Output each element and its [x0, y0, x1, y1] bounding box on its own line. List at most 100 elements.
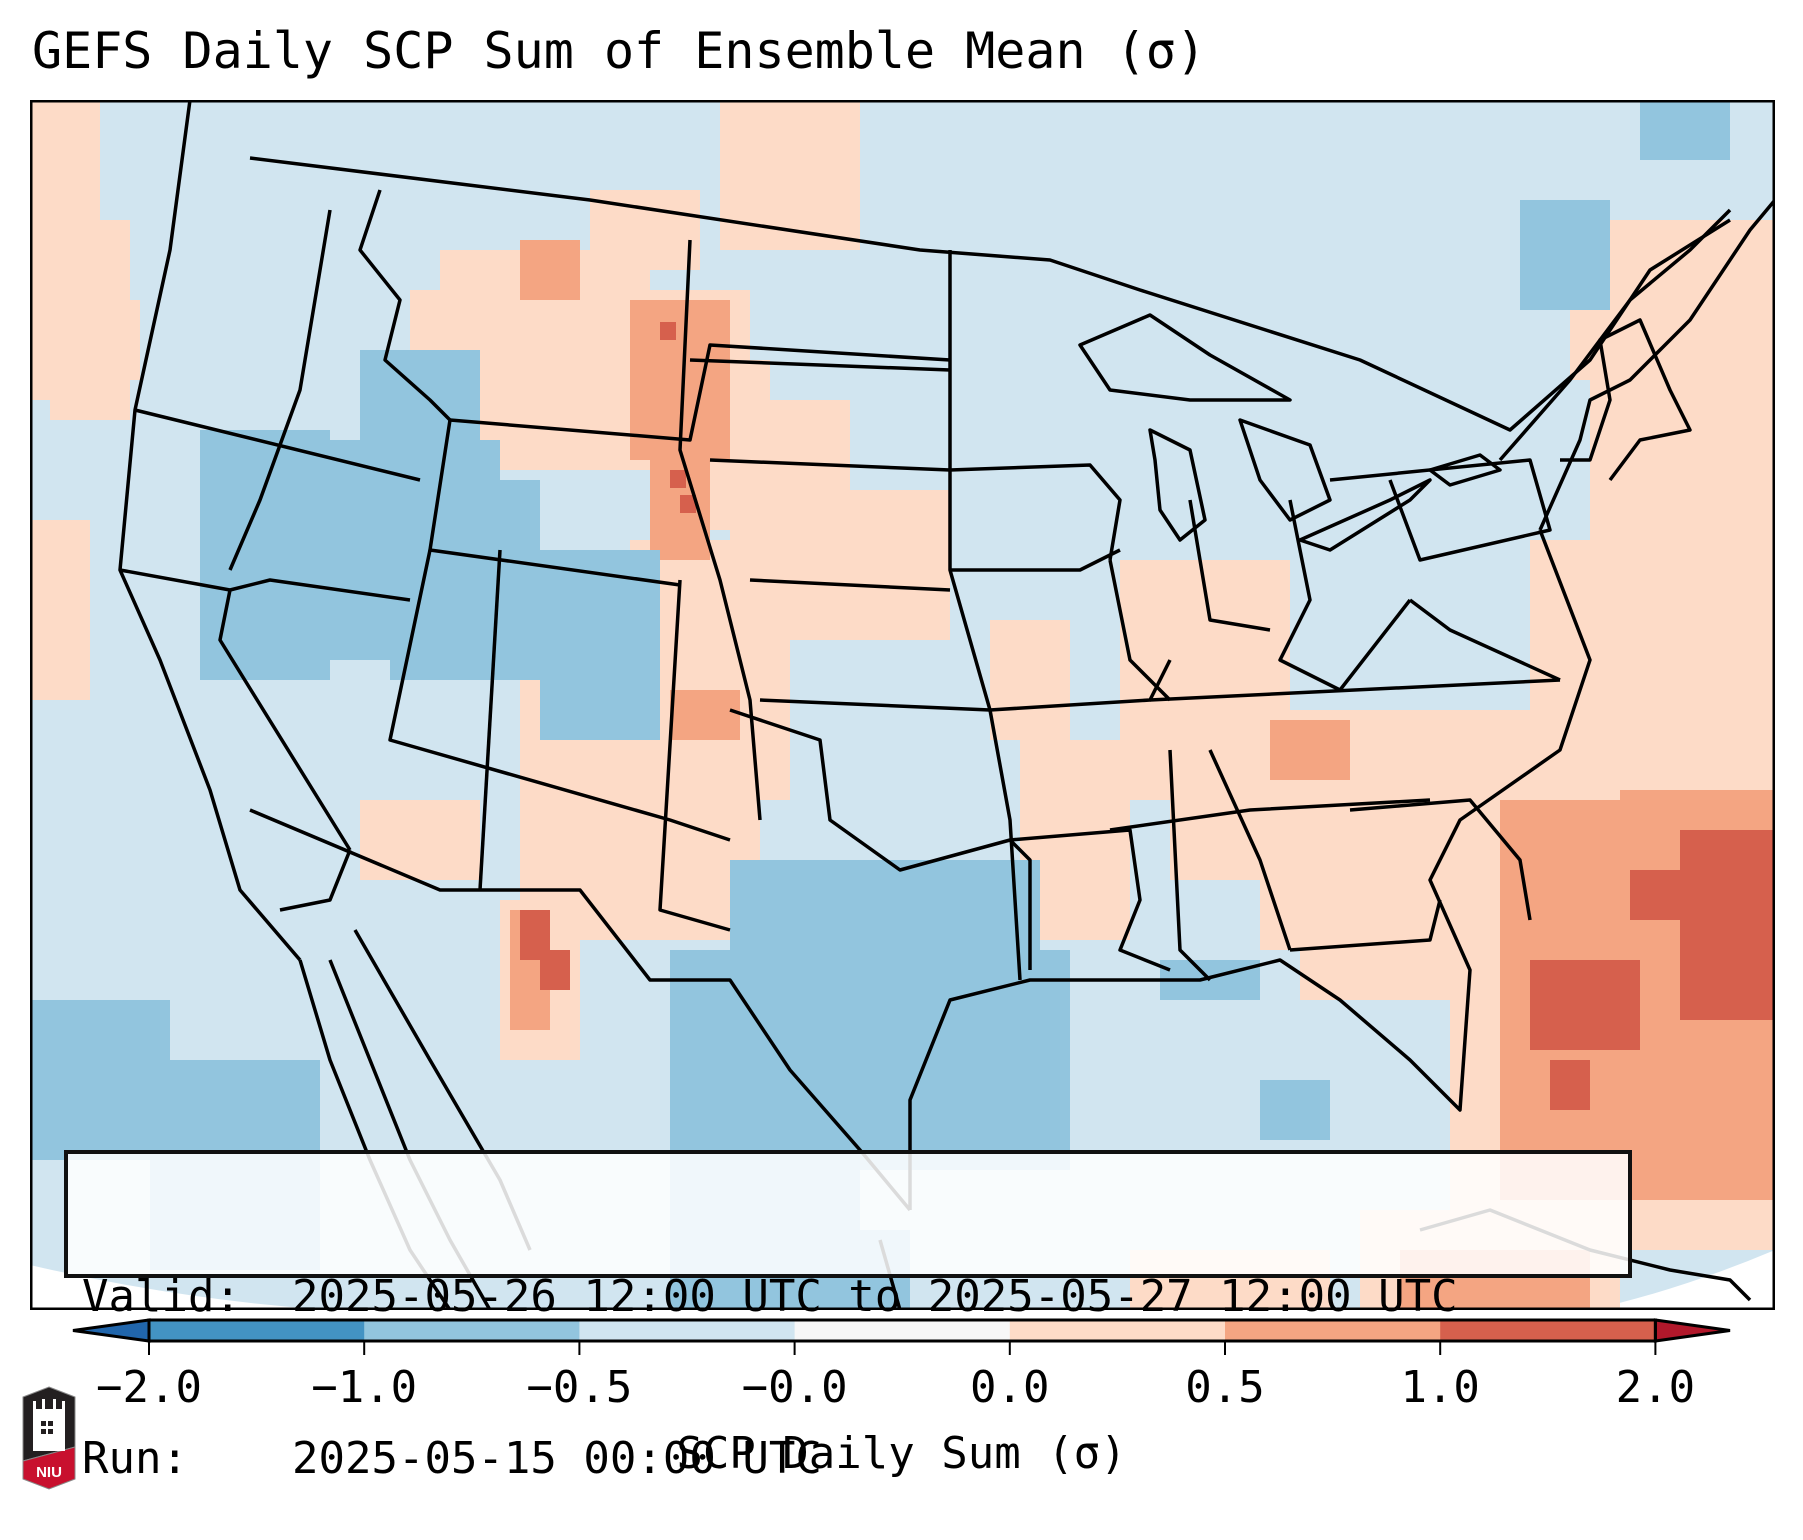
anomaly-cell-utah-anomaly: [390, 480, 540, 680]
anomaly-cell-quebec-anomaly: [1520, 200, 1610, 310]
anomaly-cell-missouri-anomaly: [990, 620, 1070, 740]
logo-shield-red: [22, 1446, 76, 1490]
anomaly-cell-arizona-mexico-border: [540, 950, 570, 990]
map-frame: [30, 100, 1775, 1310]
il-in-line: [1108, 559, 1172, 702]
colorbar: [72, 1318, 1731, 1355]
map-panel: [30, 100, 1775, 1310]
colorbar-bin: [579, 1320, 796, 1341]
ar-la-line: [1009, 828, 1171, 972]
anomaly-cell-wyoming-peak: [680, 495, 696, 513]
gulf-coast-line: [908, 529, 1592, 1210]
colorbar-bins: [72, 1318, 1731, 1343]
colorbar-tick-label: 0.5: [1185, 1362, 1265, 1413]
az-ca-line: [279, 849, 352, 912]
nd-sd-line: [689, 358, 951, 372]
anomaly-cell-bahamas-offshore-peak: [1550, 1060, 1590, 1110]
id-west-line: [228, 209, 332, 571]
wa-or-line: [134, 408, 421, 482]
niu-logo: NIU: [22, 1386, 76, 1490]
anomaly-cell-new-england-offshore: [1590, 380, 1775, 580]
anomaly-cell-eastern-pacific: [30, 1000, 170, 1160]
valid-time-annotation: Valid: 2025-05-26 12:00 UTC to 2025-05-27…: [64, 1150, 1632, 1484]
run-value: 2025-05-15 00:00 UTC: [292, 1433, 822, 1484]
colorbar-bin: [1440, 1320, 1656, 1341]
colorbar-tick-label: −2.0: [96, 1362, 202, 1413]
colorbar-bin: [364, 1320, 580, 1341]
lake-superior-line: [1078, 313, 1292, 402]
valid-label: Valid:: [82, 1271, 241, 1322]
anomaly-cell-quebec-anomaly: [1640, 100, 1730, 160]
anomaly-cell-bahamas-offshore-peak: [1530, 960, 1640, 1050]
colorbar-tick-label: 2.0: [1615, 1362, 1696, 1413]
colorbar-tick-label: −0.5: [526, 1362, 633, 1413]
colorbar-tick-label: 1.0: [1400, 1362, 1480, 1413]
mn-ia-wi-line: [949, 463, 1122, 561]
va-nc-line: [1408, 598, 1561, 682]
colorbar-tick-label: −1.0: [311, 1362, 418, 1413]
nm-east-line: [658, 579, 731, 932]
anomaly-cell-bahamas-offshore-peak: [1630, 870, 1720, 920]
ga-fl-line: [1289, 899, 1442, 952]
or-ca-nv-line: [119, 568, 411, 602]
ut-co-az-nm-line: [388, 549, 731, 842]
ia-mo-line: [950, 548, 1121, 572]
lake-michigan-line: [1148, 428, 1207, 542]
anomaly-cell-colorado-west: [540, 550, 660, 740]
lake-ontario-line: [1428, 453, 1502, 487]
anomaly-cell-pacific-anomaly: [30, 520, 90, 700]
anomaly-cell-pacific-nw-anomaly: [100, 300, 140, 380]
us-mexico-border-line: [249, 808, 912, 1212]
anomaly-cell-idaho-anomaly: [360, 350, 480, 480]
mt-id-line: [358, 189, 452, 422]
nd-sd-ne-ks-ok-line: [678, 239, 762, 821]
new-england-line: [1560, 318, 1692, 482]
colorbar-bin: [149, 1320, 365, 1341]
valid-value: 2025-05-26 12:00 UTC to 2025-05-27 12:00…: [292, 1271, 1458, 1322]
anomaly-cell-arizona-anomaly: [360, 800, 480, 880]
colorbar-ticks: [148, 1341, 1657, 1355]
east-coast-line: [1538, 198, 1775, 531]
mt-wy-sd-nd-line: [449, 343, 951, 442]
run-label: Run:: [82, 1433, 188, 1484]
co-nm-line: [478, 549, 502, 891]
ne-ks-line: [749, 578, 951, 592]
tn-south-line: [1109, 798, 1431, 832]
anomaly-cell-canada-prairie-anomaly: [720, 100, 860, 250]
west-coast-line: [118, 100, 302, 962]
lake-huron-line: [1238, 418, 1332, 522]
st-lawrence-line: [1498, 208, 1732, 462]
tn-ky-line: [1149, 678, 1561, 702]
ks-ok-line: [759, 698, 991, 712]
anomaly-cell-gulf-anomaly: [1260, 1080, 1330, 1140]
anomaly-cell-eastern-montana-peak: [660, 322, 676, 340]
colorbar-tick-label: −0.0: [741, 1362, 848, 1413]
lake-erie-line: [1298, 478, 1432, 552]
pa-ny-line: [1329, 458, 1552, 562]
colorbar-bin: [1009, 1320, 1226, 1341]
colorbar-bin: [794, 1320, 1011, 1341]
sc-nc-line: [1349, 798, 1532, 921]
oh-pa-wv-line: [1278, 499, 1412, 692]
anomaly-cell-montana-anomaly: [520, 240, 580, 300]
anomaly-cell-central-texas-mexico: [730, 860, 1040, 1040]
colorbar-extend-max: [1653, 1318, 1731, 1343]
logo-text: NIU: [36, 1464, 62, 1481]
anomaly-cell-wyoming-peak: [670, 470, 686, 488]
ms-al-line: [1168, 749, 1212, 982]
colorbar-outline: [147, 1318, 1657, 1343]
colorbar-extend-min: [72, 1318, 151, 1343]
anomaly-cell-bahamas-offshore-peak: [1680, 830, 1775, 1020]
projection-edge-left: [30, 1265, 330, 1310]
in-oh-line: [1188, 499, 1271, 632]
anomaly-cell-tennessee-anomaly: [1270, 720, 1350, 780]
colorbar-label: SCP Daily Sum (σ): [676, 1428, 1127, 1479]
anomaly-cell-colorado-anomaly: [670, 690, 740, 740]
projection-edge-right: [1590, 1250, 1775, 1310]
colorbar-bin: [1225, 1320, 1441, 1341]
sd-ne-line: [709, 458, 951, 472]
nv-ca-line: [218, 589, 352, 851]
al-ga-line: [1208, 749, 1292, 951]
colorbar-tick-label: 0.0: [970, 1362, 1050, 1413]
dakotas-mn-line: [948, 250, 1022, 981]
